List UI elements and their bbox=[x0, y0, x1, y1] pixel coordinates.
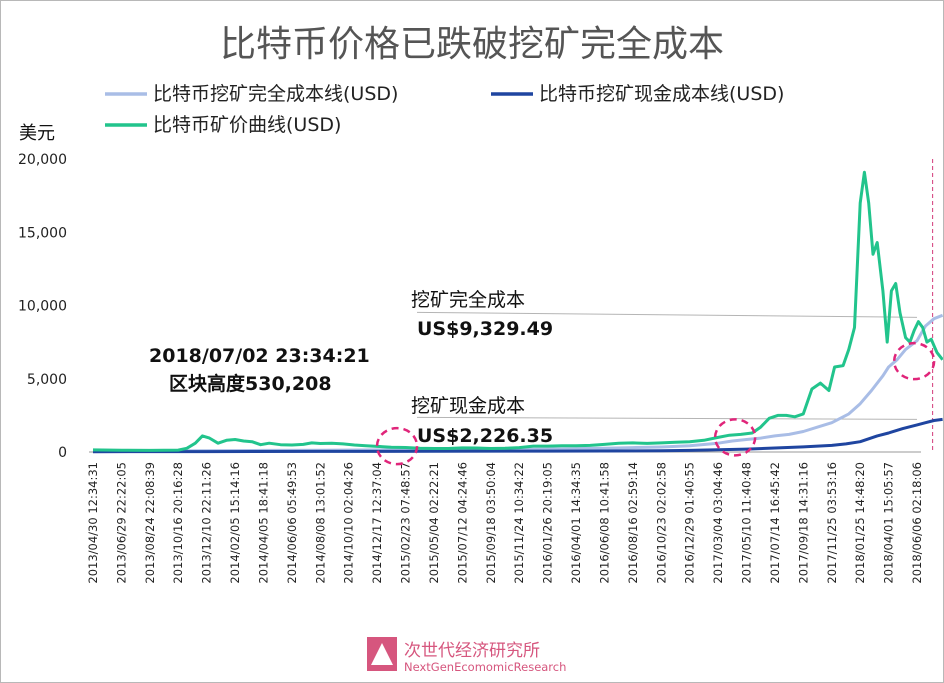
x-tick-label: 2017/07/14 16:45:42 bbox=[768, 462, 782, 584]
x-tick-label: 2014/08/08 13:01:52 bbox=[313, 462, 327, 584]
x-tick-label: 2015/11/24 10:34:22 bbox=[512, 462, 526, 584]
y-axis-unit-label: 美元 bbox=[19, 123, 55, 144]
legend-entry: 比特币矿价曲线(USD) bbox=[153, 114, 341, 136]
full-cost-value: US$9,329.49 bbox=[417, 318, 553, 340]
reference-lines bbox=[416, 159, 934, 452]
x-tick-label: 2013/06/29 22:22:05 bbox=[114, 462, 128, 584]
x-tick-label: 2014/02/05 15:14:16 bbox=[228, 462, 242, 584]
x-tick-label: 2014/10/10 02:04:26 bbox=[342, 462, 356, 584]
full-cost-label: 挖矿完全成本 bbox=[411, 289, 525, 311]
x-tick-label: 2016/12/29 01:40:55 bbox=[683, 462, 697, 584]
date-note: 2018/07/02 23:34:21 bbox=[149, 345, 370, 367]
y-tick-label: 0 bbox=[58, 445, 67, 461]
y-tick-label: 5,000 bbox=[27, 372, 67, 388]
brand-name-cn: 次世代经济研究所 bbox=[404, 641, 540, 661]
x-tick-label: 2018/01/25 14:48:20 bbox=[853, 462, 867, 584]
x-tick-label: 2017/11/25 03:53:16 bbox=[825, 462, 839, 584]
series-line-2 bbox=[92, 417, 943, 454]
x-tick-label: 2013/10/16 20:16:28 bbox=[171, 462, 185, 584]
legend: 比特币挖矿完全成本线(USD) 比特币挖矿现金成本线(USD) 比特币矿价曲线(US… bbox=[105, 83, 784, 136]
highlight-circle bbox=[713, 418, 757, 457]
series-line-1 bbox=[92, 313, 943, 453]
cash-cost-value: US$2,226.35 bbox=[417, 425, 553, 447]
legend-entry: 比特币挖矿完全成本线(USD) bbox=[153, 83, 398, 105]
x-axis-ticks: 2013/04/30 12:34:31 2013/06/29 22:22:05 20… bbox=[86, 462, 924, 584]
highlight-circle bbox=[892, 341, 936, 381]
branding: 次世代经济研究所 NextGenEcomomicResearch bbox=[367, 637, 566, 674]
plot-area bbox=[92, 170, 943, 454]
x-tick-label: 2018/06/06 02:18:06 bbox=[910, 462, 924, 584]
triangle-icon bbox=[371, 643, 393, 665]
series-line-3 bbox=[92, 170, 943, 452]
y-axis-ticks: 0 5,000 10,000 15,000 20,000 bbox=[18, 152, 67, 461]
x-tick-label: 2016/10/23 02:02:58 bbox=[654, 462, 668, 584]
block-height-note: 区块高度530,208 bbox=[169, 372, 332, 395]
highlight-circle bbox=[375, 426, 419, 466]
x-tick-label: 2014/04/05 18:41:18 bbox=[256, 462, 270, 584]
x-tick-label: 2015/07/12 04:24:46 bbox=[455, 462, 469, 584]
x-tick-label: 2018/04/01 15:05:57 bbox=[882, 462, 896, 584]
brand-name-en: NextGenEcomomicResearch bbox=[404, 660, 566, 674]
x-tick-label: 2017/03/04 03:04:46 bbox=[711, 462, 725, 584]
legend-entry: 比特币挖矿现金成本线(USD) bbox=[539, 83, 784, 105]
x-tick-label: 2014/12/17 12:37:04 bbox=[370, 462, 384, 584]
highlight-circles bbox=[375, 341, 936, 466]
x-tick-label: 2015/02/23 07:48:57 bbox=[399, 462, 413, 584]
x-tick-label: 2013/08/24 22:08:39 bbox=[143, 462, 157, 584]
cash-cost-leader-line bbox=[416, 416, 918, 420]
x-tick-label: 2013/12/10 22:11:26 bbox=[200, 462, 214, 584]
x-tick-label: 2017/09/18 14:31:16 bbox=[796, 462, 810, 584]
cash-cost-label: 挖矿现金成本 bbox=[411, 395, 525, 417]
x-tick-label: 2016/06/08 10:41:58 bbox=[597, 462, 611, 584]
x-tick-label: 2016/01/26 20:19:05 bbox=[541, 462, 555, 584]
x-tick-label: 2016/08/16 02:59:14 bbox=[626, 462, 640, 584]
full-cost-leader-line bbox=[416, 311, 918, 318]
x-tick-label: 2015/05/04 02:22:21 bbox=[427, 462, 441, 584]
y-tick-label: 20,000 bbox=[18, 152, 67, 168]
x-tick-label: 2015/09/18 03:50:04 bbox=[484, 462, 498, 584]
x-tick-label: 2014/06/06 05:49:53 bbox=[285, 462, 299, 584]
y-tick-label: 15,000 bbox=[18, 225, 67, 241]
x-tick-label: 2016/04/01 14:34:35 bbox=[569, 462, 583, 584]
x-tick-label: 2017/05/10 11:40:48 bbox=[740, 462, 754, 584]
y-tick-label: 10,000 bbox=[18, 299, 67, 315]
x-tick-label: 2013/04/30 12:34:31 bbox=[86, 462, 100, 584]
chart-title: 比特币价格已跌破挖矿完全成本 bbox=[220, 24, 724, 65]
